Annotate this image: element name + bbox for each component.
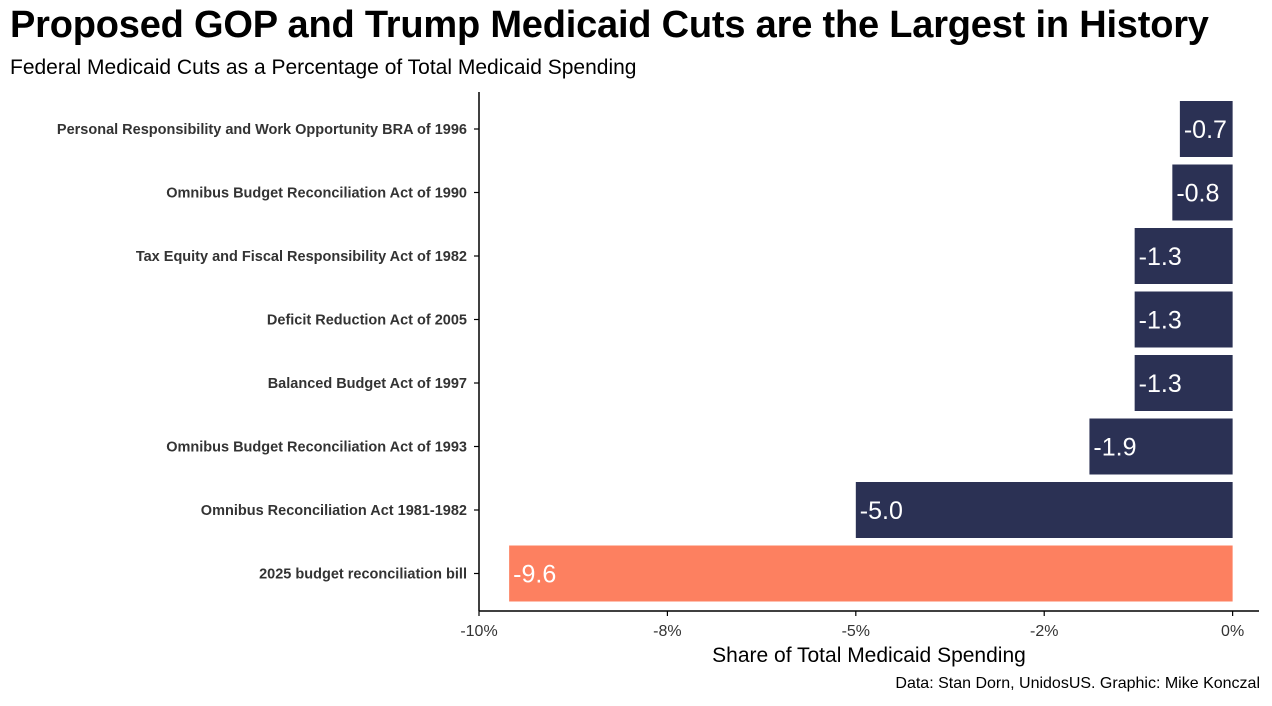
chart-caption: Data: Stan Dorn, UnidosUS. Graphic: Mike… [895,675,1260,692]
value-label-1: -0.7 [1184,116,1227,144]
category-label-7: Omnibus Reconciliation Act 1981-1982 [201,503,467,519]
category-label-5: Balanced Budget Act of 1997 [268,376,467,392]
x-tick-label-2: -8% [653,623,681,640]
bar-4 [1134,291,1233,348]
category-label-1: Personal Responsibility and Work Opportu… [57,122,467,138]
category-label-2: Omnibus Budget Reconciliation Act of 199… [166,186,467,202]
value-label-7: -5.0 [860,497,903,525]
value-label-8: -9.6 [513,561,556,589]
x-axis-title: Share of Total Medicaid Spending [712,644,1026,667]
value-label-4: -1.3 [1139,307,1182,335]
x-tick-label-1: -10% [460,623,497,640]
bar-7 [855,482,1233,538]
bar-6 [1089,418,1233,475]
x-tick-label-5: 0% [1221,623,1244,640]
chart-subtitle: Federal Medicaid Cuts as a Percentage of… [10,56,637,79]
bar-2 [1172,164,1233,221]
value-label-6: -1.9 [1093,434,1136,462]
value-label-5: -1.3 [1139,370,1182,398]
category-label-8: 2025 budget reconciliation bill [259,567,467,583]
chart-title: Proposed GOP and Trump Medicaid Cuts are… [10,4,1209,46]
value-labels-group: -0.7 -0.8 -1.3 -1.3 -1.3 -1.9 -5.0 -9.6 [513,116,1227,589]
category-label-3: Tax Equity and Fiscal Responsibility Act… [136,249,467,265]
value-label-2: -0.8 [1176,180,1219,208]
x-tick-label-4: -2% [1030,623,1058,640]
value-label-3: -1.3 [1139,243,1182,271]
bars-group [509,101,1233,602]
y-axis: Personal Responsibility and Work Opportu… [57,92,480,611]
category-label-6: Omnibus Budget Reconciliation Act of 199… [166,440,467,456]
bar-8 [509,545,1233,602]
bar-3 [1134,228,1233,284]
x-tick-label-3: -5% [842,623,870,640]
x-axis: -10% -8% -5% -2% 0% [460,610,1259,640]
category-label-4: Deficit Reduction Act of 2005 [267,313,467,329]
bar-5 [1134,355,1233,411]
bar-1 [1179,101,1233,157]
